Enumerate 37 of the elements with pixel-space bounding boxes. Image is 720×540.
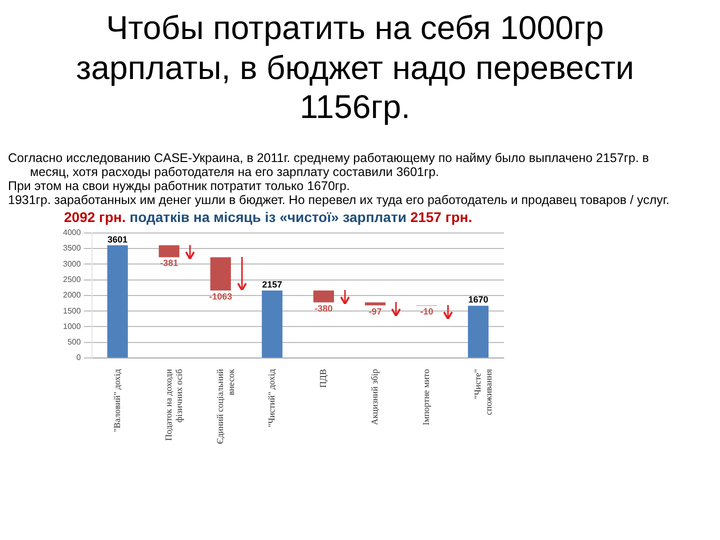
data-label: -10 xyxy=(420,306,434,317)
bar xyxy=(262,290,282,358)
data-label: -380 xyxy=(314,303,333,314)
y-tick-label: 0 xyxy=(76,353,82,362)
bar xyxy=(468,306,489,358)
x-tick-label: Податок на доходи фізичних осіб xyxy=(163,368,184,441)
data-label: -1063 xyxy=(209,291,232,302)
data-label: 1670 xyxy=(468,294,488,305)
chart-subtitle: 2092 грн. податків на місяць із «чистої» зарплати 2157 грн. xyxy=(64,208,472,225)
text: При этом на свои нужды работник потратит только 1670гр. xyxy=(8,178,351,193)
x-tick-label: Єдиний соціальний внесок xyxy=(214,368,236,444)
x-tick-label: "Чисте" споживання xyxy=(472,368,494,415)
data-label: 3601 xyxy=(108,234,128,244)
bar xyxy=(107,245,128,358)
bar xyxy=(158,245,180,257)
x-tick-label: Імпортне мито xyxy=(421,368,432,426)
y-tick-label: 2500 xyxy=(63,274,82,284)
data-label: 2157 xyxy=(262,279,282,290)
y-tick-label: 1000 xyxy=(63,322,82,331)
y-tick-label: 4000 xyxy=(63,228,82,237)
x-tick-label: Акцизний збір xyxy=(370,368,380,425)
x-tick-label: "Чистий" дохід xyxy=(266,368,276,428)
chart-title: Чтобы потратить на себя 1000гр зарплаты, в бюджет надо перевести 1156гр. xyxy=(74,8,636,127)
y-tick-label: 2000 xyxy=(63,290,82,300)
bar xyxy=(364,302,386,306)
y-tick-label: 3000 xyxy=(63,259,82,268)
bar xyxy=(210,257,231,290)
x-tick-label: ПДВ xyxy=(318,368,328,388)
data-label: -381 xyxy=(160,258,178,268)
text: 1931гр. заработанных им денег ушли в бюджет. Но перевел их туда его работодатель и продавец товаров / услуг. xyxy=(8,192,670,207)
bar xyxy=(313,290,334,302)
y-tick-label: 500 xyxy=(67,337,82,346)
x-tick-label: "Валовий" дохід xyxy=(112,368,122,432)
y-tick-label: 1500 xyxy=(63,306,82,316)
text: Согласно исследованию CASE-Украина, в 2011г. среднему работающему по найму было выплачено 2157гр. в месяц, хотя расходы работодателя на его зарплату составили 3601гр. xyxy=(8,150,650,179)
y-tick-label: 3500 xyxy=(63,243,82,252)
data-label: -97 xyxy=(368,306,382,316)
